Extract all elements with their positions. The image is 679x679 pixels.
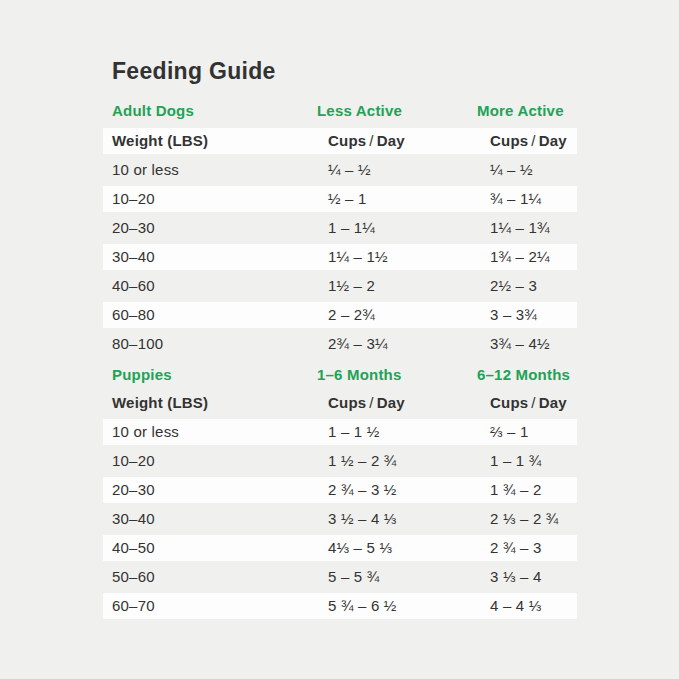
months-6-12-cups-cell: 4 – 4 ⅓ [489, 593, 577, 619]
weight-cell: 10 or less [103, 157, 327, 183]
more-active-cups-cell: 1¾ – 2¼ [489, 244, 577, 270]
weight-cell: 30–40 [103, 506, 327, 532]
more-active-cups-cell: 3 – 3¾ [489, 302, 577, 328]
table-row: 40–50 4⅓ – 5 ⅓ 2 ¾ – 3 [103, 535, 577, 561]
months-1-6-cups-cell: 1 – 1 ½ [327, 419, 489, 445]
day-label: Day [377, 394, 405, 411]
less-active-cups-cell: 1¼ – 1½ [327, 244, 489, 270]
less-active-cups-cell: 2 – 2¾ [327, 302, 489, 328]
months-6-12-cups-cell: 1 – 1 ¾ [489, 448, 577, 474]
table-row: 20–30 1 – 1¼ 1¼ – 1¾ [103, 215, 577, 241]
weight-cell: 60–80 [103, 302, 327, 328]
weight-cell: 20–30 [103, 215, 327, 241]
slash-separator: / [528, 132, 538, 149]
table-row: 80–100 2¾ – 3¼ 3¾ – 4½ [103, 331, 577, 357]
table-row: 10 or less ¼ – ½ ¼ – ½ [103, 157, 577, 183]
puppies-column-header-row: Weight (LBS) Cups/Day Cups/Day [103, 390, 577, 416]
weight-cell: 10 or less [103, 419, 327, 445]
day-label: Day [539, 132, 567, 149]
weight-cell: 10–20 [103, 186, 327, 212]
slash-separator: / [528, 394, 538, 411]
months-6-12-cups-cell: ⅔ – 1 [489, 419, 577, 445]
months-1-6-cups-cell: 3 ½ – 4 ⅓ [327, 506, 489, 532]
cups-label: Cups [490, 132, 528, 149]
adult-column-header-row: Weight (LBS) Cups/Day Cups/Day [103, 128, 577, 154]
weight-column-header: Weight (LBS) [103, 390, 327, 416]
less-active-cups-cell: 1 – 1¼ [327, 215, 489, 241]
day-label: Day [377, 132, 405, 149]
adult-dogs-section-header: Adult Dogs Less Active More Active [103, 102, 563, 119]
weight-cell: 40–50 [103, 535, 327, 561]
months-6-12-cups-cell: 2 ¾ – 3 [489, 535, 577, 561]
months-1-6-cups-cell: 2 ¾ – 3 ½ [327, 477, 489, 503]
months-6-12-column-label: 6–12 Months [477, 366, 563, 383]
puppies-section-header: Puppies 1–6 Months 6–12 Months [103, 366, 563, 383]
cups-per-day-column-header: Cups/Day [489, 128, 577, 154]
more-active-column-label: More Active [477, 102, 563, 119]
months-1-6-cups-cell: 5 ¾ – 6 ½ [327, 593, 489, 619]
page-title: Feeding Guide [112, 58, 276, 85]
adult-dogs-table: Weight (LBS) Cups/Day Cups/Day 10 or les… [103, 125, 577, 360]
cups-label: Cups [490, 394, 528, 411]
months-6-12-cups-cell: 3 ⅓ – 4 [489, 564, 577, 590]
table-row: 60–70 5 ¾ – 6 ½ 4 – 4 ⅓ [103, 593, 577, 619]
more-active-cups-cell: 1¼ – 1¾ [489, 215, 577, 241]
cups-per-day-column-header: Cups/Day [489, 390, 577, 416]
table-row: 30–40 1¼ – 1½ 1¾ – 2¼ [103, 244, 577, 270]
table-row: 50–60 5 – 5 ¾ 3 ⅓ – 4 [103, 564, 577, 590]
cups-per-day-column-header: Cups/Day [327, 390, 489, 416]
weight-cell: 50–60 [103, 564, 327, 590]
weight-cell: 10–20 [103, 448, 327, 474]
weight-cell: 40–60 [103, 273, 327, 299]
weight-cell: 60–70 [103, 593, 327, 619]
less-active-cups-cell: 2¾ – 3¼ [327, 331, 489, 357]
less-active-cups-cell: 1½ – 2 [327, 273, 489, 299]
cups-per-day-column-header: Cups/Day [327, 128, 489, 154]
less-active-cups-cell: ¼ – ½ [327, 157, 489, 183]
less-active-column-label: Less Active [317, 102, 477, 119]
months-1-6-cups-cell: 1 ½ – 2 ¾ [327, 448, 489, 474]
day-label: Day [539, 394, 567, 411]
table-row: 10 or less 1 – 1 ½ ⅔ – 1 [103, 419, 577, 445]
less-active-cups-cell: ½ – 1 [327, 186, 489, 212]
more-active-cups-cell: ¼ – ½ [489, 157, 577, 183]
puppies-table: Weight (LBS) Cups/Day Cups/Day 10 or les… [103, 387, 577, 622]
table-row: 30–40 3 ½ – 4 ⅓ 2 ⅓ – 2 ¾ [103, 506, 577, 532]
cups-label: Cups [328, 394, 366, 411]
weight-cell: 30–40 [103, 244, 327, 270]
weight-column-header: Weight (LBS) [103, 128, 327, 154]
cups-label: Cups [328, 132, 366, 149]
table-row: 60–80 2 – 2¾ 3 – 3¾ [103, 302, 577, 328]
months-1-6-cups-cell: 4⅓ – 5 ⅓ [327, 535, 489, 561]
more-active-cups-cell: 2½ – 3 [489, 273, 577, 299]
slash-separator: / [366, 394, 376, 411]
months-6-12-cups-cell: 2 ⅓ – 2 ¾ [489, 506, 577, 532]
table-row: 10–20 ½ – 1 ¾ – 1¼ [103, 186, 577, 212]
table-row: 20–30 2 ¾ – 3 ½ 1 ¾ – 2 [103, 477, 577, 503]
feeding-guide-page: Feeding Guide Adult Dogs Less Active Mor… [0, 0, 679, 679]
months-1-6-column-label: 1–6 Months [317, 366, 477, 383]
weight-cell: 20–30 [103, 477, 327, 503]
more-active-cups-cell: ¾ – 1¼ [489, 186, 577, 212]
adult-dogs-section-label: Adult Dogs [103, 102, 317, 119]
more-active-cups-cell: 3¾ – 4½ [489, 331, 577, 357]
table-row: 10–20 1 ½ – 2 ¾ 1 – 1 ¾ [103, 448, 577, 474]
weight-cell: 80–100 [103, 331, 327, 357]
table-row: 40–60 1½ – 2 2½ – 3 [103, 273, 577, 299]
months-1-6-cups-cell: 5 – 5 ¾ [327, 564, 489, 590]
months-6-12-cups-cell: 1 ¾ – 2 [489, 477, 577, 503]
puppies-section-label: Puppies [103, 366, 317, 383]
slash-separator: / [366, 132, 376, 149]
